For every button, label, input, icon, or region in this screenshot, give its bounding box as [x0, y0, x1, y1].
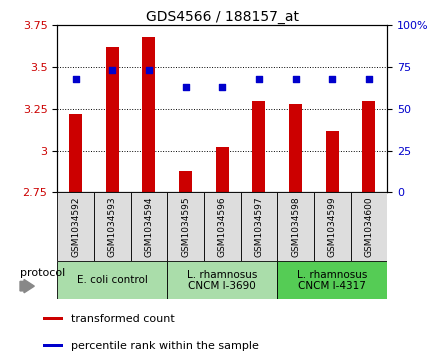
- Text: protocol: protocol: [20, 268, 65, 278]
- Point: [219, 84, 226, 90]
- Bar: [57, 261, 167, 299]
- Bar: [43, 344, 63, 347]
- Point: [72, 76, 79, 82]
- Bar: [241, 192, 277, 261]
- Bar: [363, 101, 375, 192]
- Bar: [167, 192, 204, 261]
- FancyArrow shape: [20, 280, 34, 293]
- Bar: [57, 192, 94, 261]
- Bar: [94, 192, 131, 261]
- Point: [182, 84, 189, 90]
- Text: GSM1034600: GSM1034600: [364, 196, 374, 257]
- Text: GSM1034596: GSM1034596: [218, 196, 227, 257]
- Bar: [277, 192, 314, 261]
- Point: [109, 68, 116, 73]
- Point: [329, 76, 336, 82]
- Text: E. coli control: E. coli control: [77, 276, 148, 285]
- Text: GSM1034598: GSM1034598: [291, 196, 300, 257]
- Text: GSM1034595: GSM1034595: [181, 196, 190, 257]
- Text: GSM1034592: GSM1034592: [71, 197, 80, 257]
- Bar: [277, 261, 387, 299]
- Text: GSM1034594: GSM1034594: [144, 197, 154, 257]
- Bar: [143, 37, 155, 192]
- Bar: [216, 147, 229, 192]
- Bar: [289, 104, 302, 192]
- Text: L. rhamnosus
CNCM I-4317: L. rhamnosus CNCM I-4317: [297, 270, 367, 291]
- Point: [255, 76, 262, 82]
- Bar: [106, 47, 119, 192]
- Point: [292, 76, 299, 82]
- Bar: [69, 114, 82, 192]
- Text: L. rhamnosus
CNCM I-3690: L. rhamnosus CNCM I-3690: [187, 270, 257, 291]
- Bar: [131, 192, 167, 261]
- Text: GSM1034593: GSM1034593: [108, 196, 117, 257]
- Text: percentile rank within the sample: percentile rank within the sample: [71, 341, 259, 351]
- Bar: [43, 317, 63, 320]
- Point: [145, 68, 152, 73]
- Bar: [326, 131, 339, 192]
- Bar: [204, 192, 241, 261]
- Bar: [253, 101, 265, 192]
- Bar: [351, 192, 387, 261]
- Bar: [314, 192, 351, 261]
- Point: [365, 76, 372, 82]
- Text: transformed count: transformed count: [71, 314, 175, 323]
- Text: GSM1034597: GSM1034597: [254, 196, 264, 257]
- Bar: [167, 261, 277, 299]
- Title: GDS4566 / 188157_at: GDS4566 / 188157_at: [146, 11, 299, 24]
- Bar: [179, 171, 192, 192]
- Text: GSM1034599: GSM1034599: [328, 196, 337, 257]
